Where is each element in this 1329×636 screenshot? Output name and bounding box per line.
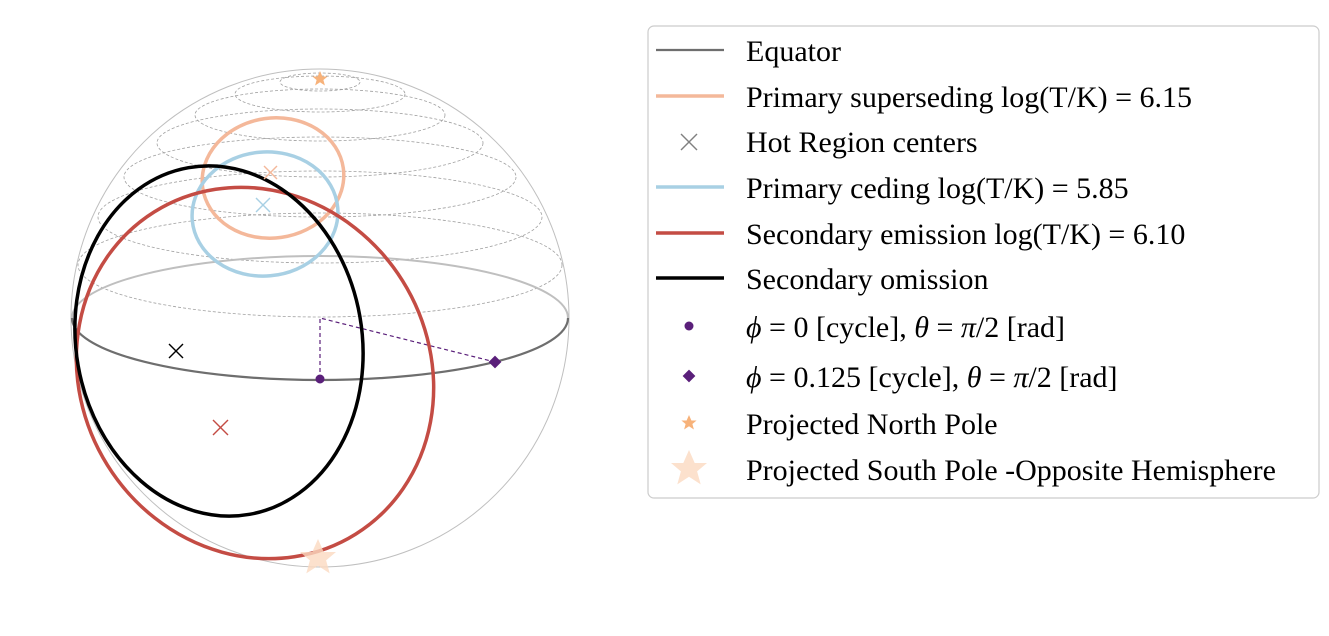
phase-0-marker [315,374,325,384]
hot-center-primary-ceding [255,197,271,213]
latitude-line [123,136,517,218]
legend-label-equator: Equator [746,35,841,68]
latitude-lines [77,72,563,318]
latitude-line [234,75,406,113]
legend-label-hot-region-centers: Hot Region centers [746,126,978,159]
legend-label-phi-0-theta: θ [914,311,929,344]
legend-swatch-hot-region-centers [680,133,698,151]
equator-back [71,255,569,319]
hot-center-primary-superseding [263,165,278,180]
hot-center-secondary-omission [168,343,184,359]
legend-label-phi-0-eq: = [929,311,961,344]
latitude-line [77,212,563,318]
legend-label-phi-0125-eq: = [981,361,1013,394]
legend-label-phi-0125-rad: /2 [rad] [1028,361,1117,394]
legend-label-phi-0-rad: /2 [rad] [976,311,1065,344]
sphere-diagram [70,68,570,574]
hot-center-secondary-emission [212,419,229,436]
legend-label-phi-0-value: = 0 [cycle], [762,311,915,344]
secondary-emission-ring [74,185,436,561]
legend-label-phi-0125-symbol: ϕ [746,361,762,394]
sphere-outline [70,68,570,568]
latitude-line [194,88,446,142]
legend-label-secondary-omission: Secondary omission [746,263,988,296]
legend-label-phi-0125-pi: π [1013,361,1029,394]
legend-label-phi-0-pi: π [961,311,977,344]
legend-label-phi-0-symbol: ϕ [746,311,762,344]
primary-superseding-ring [200,116,346,240]
legend-label-south-pole: Projected South Pole -Opposite Hemispher… [746,454,1276,487]
legend-label-secondary-emission: Secondary emission log(T/K) = 6.10 [746,218,1185,251]
legend-frame [647,25,1320,499]
secondary-omission-ring [73,164,365,518]
legend-label-phi-0125-theta: θ [967,361,982,394]
north-pole-star [312,71,328,86]
legend-label-primary-ceding: Primary ceding log(T/K) = 5.85 [746,172,1129,205]
legend-swatch-north-pole [681,415,697,430]
legend-label-north-pole: Projected North Pole [746,408,998,441]
primary-ceding-ring [190,150,340,278]
legend-label-phi-0125: ϕ = 0.125 [cycle], θ = π/2 [rad] [746,361,1118,394]
legend-label-primary-superseding: Primary superseding log(T/K) = 6.15 [746,81,1192,114]
legend: Equator Primary superseding log(T/K) = 6… [647,25,1320,499]
legend-swatch-south-pole [671,450,707,485]
legend-label-phi-0: ϕ = 0 [cycle], θ = π/2 [rad] [746,311,1065,344]
south-pole-star [300,539,336,574]
legend-label-phi-0125-value: = 0.125 [cycle], [762,361,967,394]
phase-0125-marker [488,355,502,369]
phase-guide-dashed [319,317,496,379]
latitude-line [156,108,484,178]
legend-swatch-phi-0 [684,321,694,331]
